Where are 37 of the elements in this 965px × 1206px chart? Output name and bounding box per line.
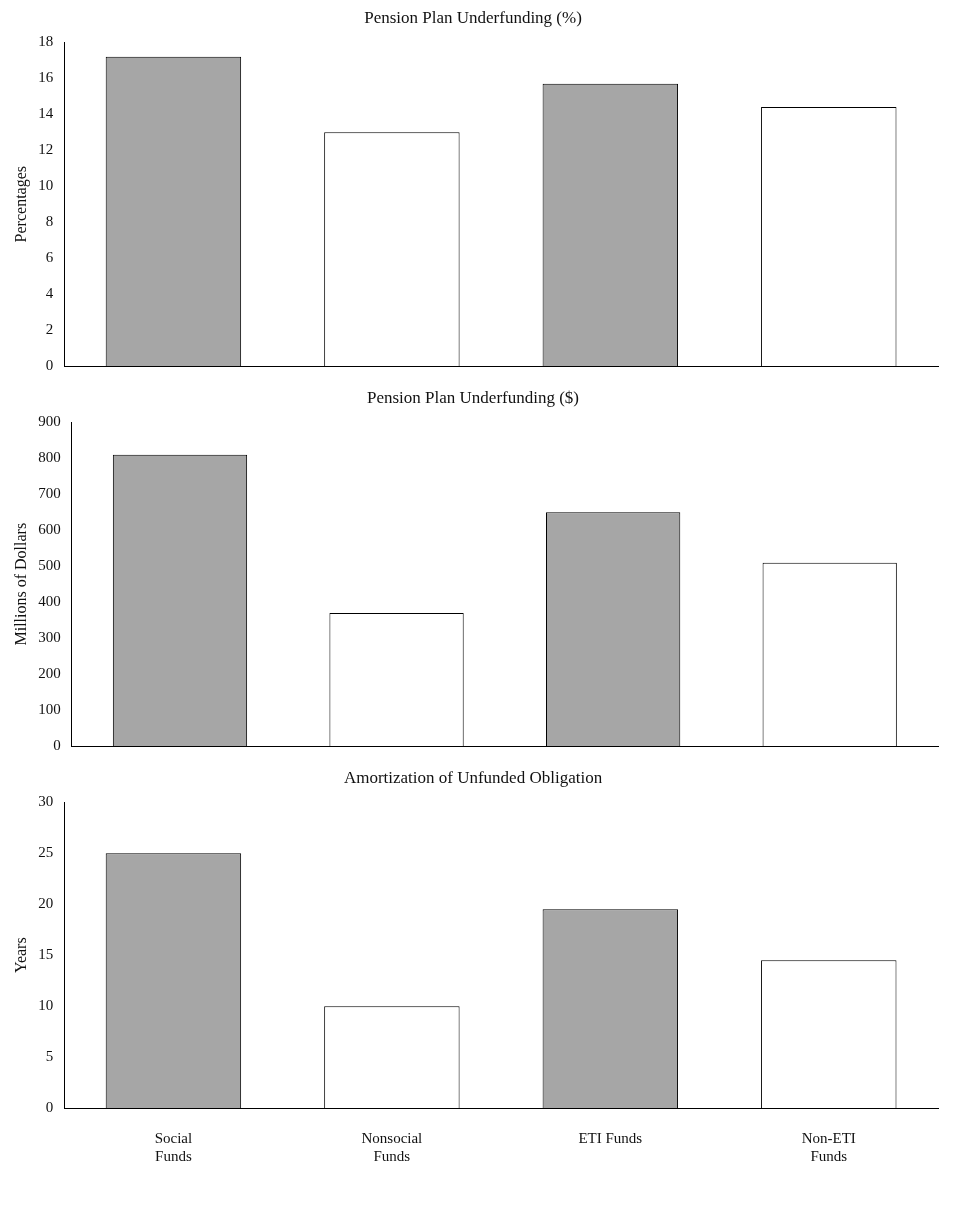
y-tick-label: 12 bbox=[38, 141, 54, 158]
y-axis-title: Millions of Dollars bbox=[11, 522, 29, 646]
y-tick-label: 200 bbox=[38, 665, 61, 682]
x-tick-label: Nonsocial Funds bbox=[361, 1129, 423, 1164]
y-tick-label: 15 bbox=[38, 946, 54, 963]
x-tick-label: Non-ETI Funds bbox=[801, 1129, 856, 1164]
y-tick-label: 300 bbox=[38, 629, 61, 646]
y-tick-label: 6 bbox=[45, 249, 54, 266]
x-tick-label: ETI Funds bbox=[578, 1129, 643, 1146]
y-tick-label: 18 bbox=[38, 33, 54, 50]
y-tick-label: 0 bbox=[45, 1098, 54, 1115]
y-tick-label: 0 bbox=[53, 736, 61, 753]
y-tick-label: 2 bbox=[45, 320, 54, 337]
y-tick-label: 25 bbox=[38, 844, 54, 861]
y-tick-label: 4 bbox=[45, 285, 54, 302]
y-tick-label: 800 bbox=[38, 449, 61, 466]
y-tick-label: 0 bbox=[45, 356, 54, 373]
y-tick-label: 30 bbox=[38, 793, 54, 810]
y-axis-title: Years bbox=[11, 937, 29, 974]
chart-title: Pension Plan Underfunding (%) bbox=[364, 7, 582, 27]
y-tick-label: 20 bbox=[38, 895, 54, 912]
chart-title: Pension Plan Underfunding ($) bbox=[366, 387, 580, 407]
y-tick-label: 900 bbox=[38, 413, 61, 430]
y-tick-label: 16 bbox=[38, 69, 54, 86]
y-tick-label: 600 bbox=[38, 521, 61, 538]
y-tick-label: 100 bbox=[38, 700, 61, 717]
y-tick-label: 700 bbox=[38, 485, 61, 502]
chart-title: Amortization of Unfunded Obligation bbox=[343, 767, 603, 787]
y-tick-label: 14 bbox=[38, 105, 54, 122]
y-tick-label: 10 bbox=[38, 177, 54, 194]
x-tick-label: Social Funds bbox=[154, 1129, 193, 1164]
y-axis-title: Percentages bbox=[11, 166, 30, 243]
y-tick-label: 10 bbox=[38, 997, 54, 1014]
y-tick-label: 500 bbox=[38, 557, 61, 574]
y-tick-label: 400 bbox=[38, 593, 61, 610]
y-tick-label: 8 bbox=[45, 213, 54, 230]
y-tick-label: 5 bbox=[45, 1048, 54, 1064]
